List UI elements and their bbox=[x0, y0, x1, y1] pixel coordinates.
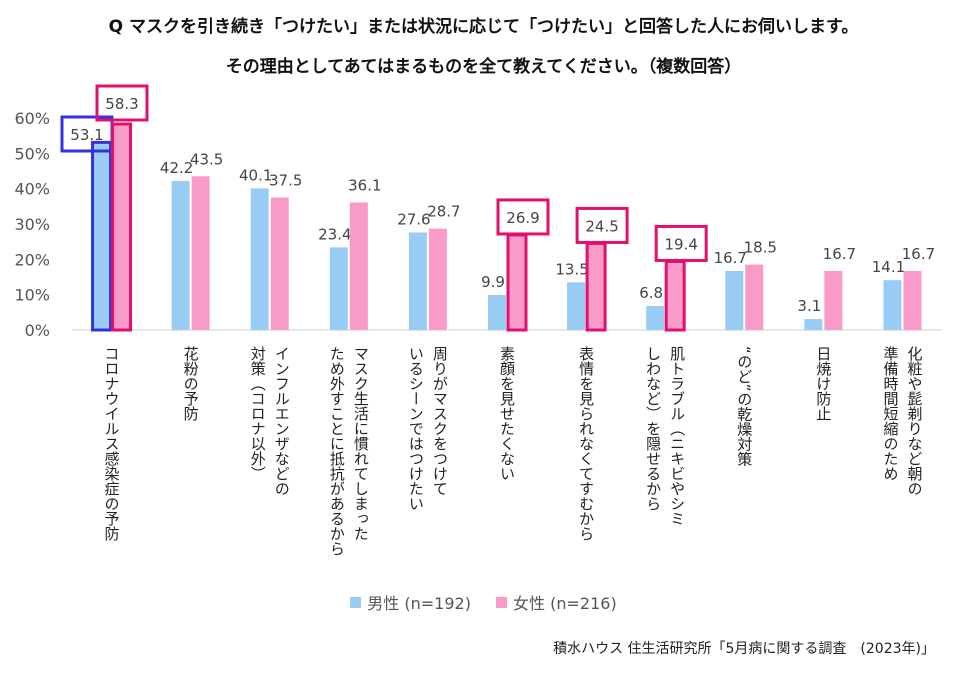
category-label: 肌トラブル（ニキビやシミ bbox=[668, 346, 686, 526]
bar-female bbox=[745, 264, 764, 330]
category-label: 表情を見られなくてすむから bbox=[577, 346, 595, 541]
chart-legend: 男性 (n=192) 女性 (n=216) bbox=[0, 590, 967, 614]
bar-male bbox=[646, 305, 665, 330]
bar-male bbox=[329, 247, 348, 330]
y-tick-label: 50% bbox=[14, 144, 50, 163]
data-label-male: 13.5 bbox=[555, 260, 588, 278]
bar-chart: 0% 10% 20% 30% 40% 50% 60% 53.158.3 コロナウイルス感染症の予… bbox=[14, 84, 942, 556]
legend-swatch-female bbox=[496, 596, 508, 608]
data-label-female: 58.3 bbox=[105, 95, 138, 113]
category-label: マスク生活に慣れてしまった bbox=[352, 346, 370, 541]
bar-female bbox=[111, 122, 133, 332]
data-label-male: 3.1 bbox=[797, 297, 821, 315]
y-tick-label: 40% bbox=[14, 180, 50, 199]
bar-male bbox=[91, 140, 113, 332]
chart-title-line1: Q マスクを引き続き「つけたい」または状況に応じて「つけたい」と回答した人にお伺… bbox=[108, 17, 859, 37]
category-label: 準備時間短縮のため bbox=[881, 346, 899, 481]
data-label-male: 53.1 bbox=[70, 126, 103, 144]
data-label-male: 42.2 bbox=[160, 159, 193, 177]
category-label: コロナウイルス感染症の予防 bbox=[103, 346, 121, 542]
data-label-female: 18.5 bbox=[744, 239, 777, 257]
bar-male bbox=[488, 295, 506, 330]
data-label-male: 14.1 bbox=[872, 258, 905, 276]
category-label: 対策（コロナ以外） bbox=[249, 346, 267, 481]
category-label: 花粉の予防 bbox=[182, 346, 200, 422]
data-label-female: 26.9 bbox=[506, 209, 539, 227]
bar-female bbox=[270, 197, 289, 330]
y-tick-label: 30% bbox=[14, 215, 50, 234]
category-label: 化粧や髭剃りなど朝の bbox=[905, 346, 923, 496]
bar-male bbox=[171, 180, 190, 330]
category-label: 周りがマスクをつけて bbox=[431, 346, 449, 496]
data-label-female: 19.4 bbox=[664, 235, 697, 253]
bar-female bbox=[349, 202, 368, 330]
bar-male bbox=[567, 282, 586, 330]
data-label-male: 16.7 bbox=[714, 249, 747, 267]
bar-female bbox=[824, 270, 843, 330]
y-tick-label: 0% bbox=[25, 321, 50, 340]
highlight-box-female bbox=[496, 198, 550, 236]
bar-female bbox=[664, 259, 686, 332]
highlight-box-female bbox=[95, 84, 149, 122]
bar-male bbox=[725, 270, 744, 330]
bar-female bbox=[191, 176, 210, 330]
bar-male bbox=[408, 232, 427, 330]
data-label-female: 28.7 bbox=[427, 203, 460, 221]
category-label: しわなど）を隠せるから bbox=[644, 346, 662, 511]
bar-female bbox=[506, 233, 528, 332]
bar-female bbox=[903, 270, 922, 330]
data-label-female: 37.5 bbox=[269, 172, 302, 190]
data-label-male: 23.4 bbox=[318, 225, 351, 243]
legend-swatch-male bbox=[350, 596, 362, 608]
category-label: 日焼け防止 bbox=[814, 346, 832, 421]
data-label-female: 16.7 bbox=[823, 245, 856, 263]
y-tick-label: 20% bbox=[14, 250, 50, 269]
legend-label-female: 女性 (n=216) bbox=[513, 594, 617, 613]
chart-title-line2: その理由としてあてはまるものを全て教えてください。（複数回答） bbox=[225, 57, 742, 77]
bar-male bbox=[883, 280, 902, 330]
category-label: ため外すことに抵抗があるから bbox=[328, 346, 346, 556]
category-label: いるシーンではつけたい bbox=[407, 346, 425, 511]
y-tick-label: 10% bbox=[14, 286, 50, 305]
data-label-male: 9.9 bbox=[481, 273, 505, 291]
bar-female bbox=[428, 228, 447, 330]
category-label: インフルエンザなどの bbox=[273, 346, 291, 496]
bar-female bbox=[585, 241, 607, 332]
data-label-male: 27.6 bbox=[397, 210, 430, 228]
category-label: “のど”の乾燥対策 bbox=[735, 346, 753, 467]
data-label-male: 6.8 bbox=[639, 284, 663, 302]
source-note: 積水ハウス 住生活研究所「5月病に関する調査 (2023年)」 bbox=[553, 641, 935, 657]
legend-label-male: 男性 (n=192) bbox=[367, 594, 471, 613]
data-label-female: 43.5 bbox=[190, 150, 223, 168]
highlight-box-female bbox=[575, 206, 629, 244]
highlight-box-female bbox=[654, 224, 708, 262]
bar-male bbox=[250, 188, 269, 330]
category-label: 素顔を見せたくない bbox=[498, 346, 516, 481]
data-label-female: 16.7 bbox=[902, 245, 935, 263]
data-label-female: 24.5 bbox=[585, 217, 618, 235]
legend-item-female: 女性 (n=216) bbox=[496, 590, 617, 614]
data-label-male: 40.1 bbox=[239, 166, 272, 184]
data-label-female: 36.1 bbox=[348, 176, 381, 194]
bar-male bbox=[804, 319, 823, 330]
legend-item-male: 男性 (n=192) bbox=[350, 590, 471, 614]
y-tick-label: 60% bbox=[14, 109, 50, 128]
